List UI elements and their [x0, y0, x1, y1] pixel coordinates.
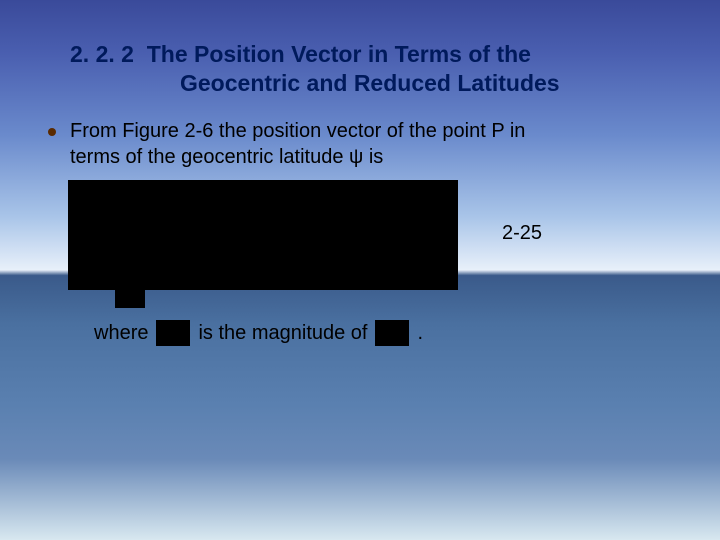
section-number: 2. 2. 2 [70, 41, 134, 67]
where-line: where is the magnitude of . [94, 320, 423, 346]
bullet-icon [48, 128, 56, 136]
equation-subscript-block [115, 288, 145, 308]
where-text-b: is the magnitude of [198, 322, 367, 345]
title-part1: The Position Vector in Terms of the [147, 41, 531, 67]
body-line2: terms of the geocentric latitude ψ is [70, 146, 383, 168]
body-line1: From Figure 2-6 the position vector of t… [70, 120, 525, 142]
equation-number: 2-25 [502, 222, 542, 245]
symbol-block-2 [375, 320, 409, 346]
section-heading: 2. 2. 2 The Position Vector in Terms of … [70, 40, 670, 98]
heading-line2: Geocentric and Reduced Latitudes [70, 69, 670, 98]
body-paragraph: From Figure 2-6 the position vector of t… [70, 118, 660, 170]
equation-block [68, 180, 458, 290]
heading-line1: 2. 2. 2 The Position Vector in Terms of … [70, 40, 670, 69]
where-text-c: . [417, 322, 423, 345]
slide: 2. 2. 2 The Position Vector in Terms of … [0, 0, 720, 540]
symbol-block-1 [156, 320, 190, 346]
equation-subscript-block-2 [375, 288, 405, 308]
where-text-a: where [94, 322, 148, 345]
